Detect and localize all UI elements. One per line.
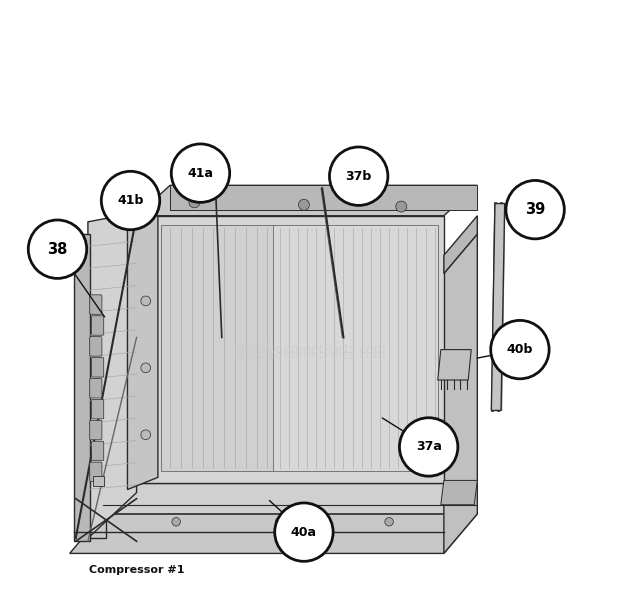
FancyBboxPatch shape [92,441,104,460]
Circle shape [101,171,160,230]
Text: eReplacementParts.com: eReplacementParts.com [234,343,386,356]
FancyBboxPatch shape [90,421,102,440]
Polygon shape [438,349,471,380]
Polygon shape [136,216,444,483]
Circle shape [275,518,284,526]
Polygon shape [444,234,477,553]
FancyBboxPatch shape [92,357,104,377]
Text: 37b: 37b [345,169,372,183]
FancyBboxPatch shape [92,400,104,419]
Polygon shape [103,483,477,514]
Text: 40a: 40a [291,526,317,538]
Text: 37a: 37a [415,440,441,454]
Circle shape [141,430,151,440]
Circle shape [275,503,333,561]
Circle shape [385,518,393,526]
FancyBboxPatch shape [90,295,102,314]
FancyBboxPatch shape [90,378,102,398]
Polygon shape [161,225,438,472]
Polygon shape [128,212,158,489]
FancyBboxPatch shape [90,462,102,481]
Circle shape [141,363,151,373]
Polygon shape [69,514,477,553]
Circle shape [29,220,87,278]
Text: 38: 38 [47,242,68,257]
Polygon shape [88,234,106,538]
Circle shape [141,296,151,306]
Polygon shape [444,216,477,273]
Polygon shape [136,185,477,216]
Polygon shape [88,212,136,538]
Polygon shape [273,225,438,472]
Text: 41a: 41a [187,166,213,180]
Circle shape [189,197,200,208]
Polygon shape [74,234,90,542]
FancyBboxPatch shape [92,316,104,335]
Circle shape [396,201,407,212]
Text: eReplacementParts.com: eReplacementParts.com [234,349,386,362]
Circle shape [172,518,180,526]
Text: 39: 39 [525,202,545,217]
Bar [93,475,104,486]
Circle shape [490,321,549,379]
Polygon shape [170,185,477,209]
FancyBboxPatch shape [90,336,102,356]
Circle shape [329,147,388,206]
Text: 41b: 41b [117,194,144,207]
Circle shape [298,200,309,210]
Circle shape [506,181,564,239]
Circle shape [399,418,458,476]
Circle shape [171,144,229,203]
Polygon shape [491,204,505,410]
Polygon shape [441,480,477,505]
Text: 40b: 40b [507,343,533,356]
Polygon shape [161,225,273,472]
Text: Compressor #1: Compressor #1 [89,565,184,575]
